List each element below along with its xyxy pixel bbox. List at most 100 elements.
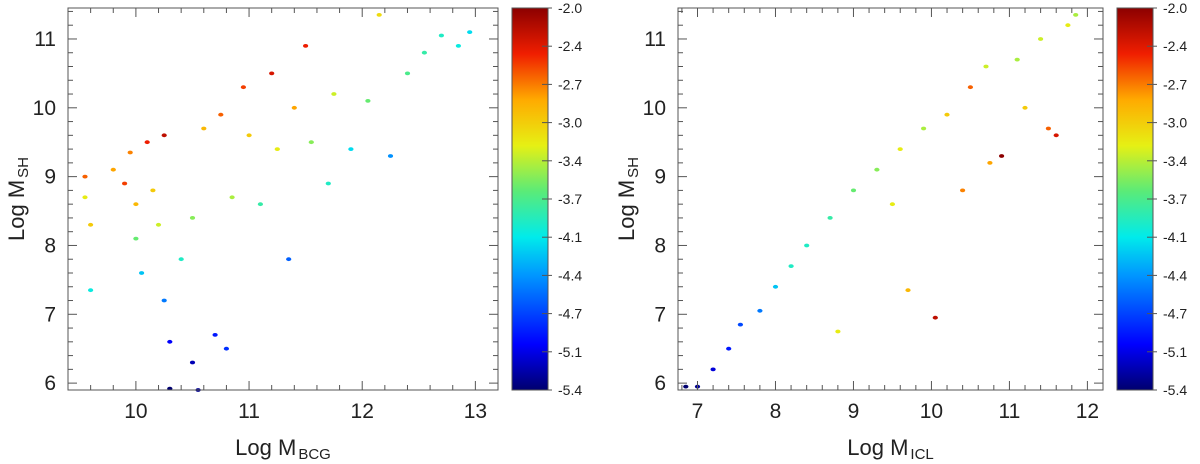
data-point <box>155 222 162 227</box>
y-tick-label: 6 <box>654 372 666 395</box>
x-tick-label: 11 <box>238 400 260 423</box>
colorbar-tick-label: -5.1 <box>558 344 582 360</box>
x-tick-label: 12 <box>351 400 374 423</box>
data-point <box>122 181 128 186</box>
colorbar-tick-label: -2.7 <box>1163 76 1187 92</box>
colorbar-tick-label: -4.7 <box>1163 306 1187 322</box>
data-point <box>82 195 88 200</box>
data-point <box>850 188 857 193</box>
points <box>683 13 1079 389</box>
data-point <box>167 339 173 344</box>
data-point <box>376 13 382 17</box>
y-axis-label-main: Log M <box>4 180 29 241</box>
data-point <box>1045 126 1051 131</box>
y-axis-label: Log MSH <box>614 157 642 241</box>
data-point <box>246 133 252 138</box>
colorbar-tick-label: -5.1 <box>1163 344 1187 360</box>
x-axis-label: Log M BCG <box>235 435 331 463</box>
data-point <box>983 64 989 69</box>
colorbar-tick-label: -4.1 <box>558 229 582 245</box>
colorbar-tick-label: -4.4 <box>1163 267 1187 283</box>
colorbar-tick-label: -2.7 <box>558 76 582 92</box>
points <box>82 13 473 392</box>
data-point <box>404 71 411 76</box>
colorbar-tick-label: -3.4 <box>1163 153 1187 169</box>
data-point <box>325 181 331 186</box>
data-point <box>223 346 229 351</box>
data-point <box>835 329 841 334</box>
data-point <box>331 92 337 96</box>
data-point <box>88 288 94 293</box>
data-point <box>127 150 133 155</box>
x-axis-label: Log M ICL <box>847 435 934 463</box>
data-point <box>178 257 184 262</box>
data-point <box>1014 57 1020 62</box>
data-point <box>960 188 966 193</box>
colorbar-tick-label: -5.4 <box>1163 382 1187 398</box>
y-axis-label-main: Log M <box>614 180 639 241</box>
data-point <box>387 154 394 158</box>
colorbar-tick-label: -3.4 <box>558 153 582 169</box>
data-point <box>348 147 354 152</box>
y-tick-label: 9 <box>654 166 666 189</box>
data-point <box>229 195 235 200</box>
colorbar-tick-label: -2.4 <box>1163 38 1187 54</box>
x-tick-label: 8 <box>770 400 782 423</box>
data-point <box>161 298 167 303</box>
data-point <box>1022 105 1028 110</box>
data-point <box>421 50 427 55</box>
data-point <box>1073 13 1079 17</box>
y-ticks: 6 7 8 9 10 11 <box>643 10 1103 395</box>
data-point <box>804 243 810 248</box>
y-ticks: 6 7 8 9 10 11 <box>33 10 498 395</box>
data-point <box>257 202 263 207</box>
data-point <box>218 112 224 117</box>
colorbar-tick-label: -3.0 <box>558 115 582 131</box>
data-point <box>710 367 716 372</box>
y-axis-label-sub: SH <box>625 157 642 178</box>
y-tick-label: 6 <box>44 372 56 395</box>
colorbar-tick-label: -3.7 <box>558 191 582 207</box>
data-point <box>110 167 116 172</box>
data-point <box>303 44 309 48</box>
data-point <box>1065 23 1071 28</box>
x-tick-label: 9 <box>848 400 860 423</box>
data-point <box>905 288 911 293</box>
data-point <box>274 147 280 152</box>
data-point <box>240 85 246 90</box>
x-tick-label: 7 <box>692 400 704 423</box>
colorbar-tick-label: -2.4 <box>558 38 582 54</box>
data-point <box>82 174 88 179</box>
data-point <box>308 140 314 145</box>
y-tick-label: 11 <box>34 28 56 51</box>
colorbar-tick-label: -4.4 <box>558 267 582 283</box>
data-point <box>88 222 94 227</box>
data-point <box>726 346 732 351</box>
data-point <box>189 360 196 365</box>
data-point <box>291 105 297 110</box>
colorbar: -5.4 -5.1 -4.7 -4.4 -4.1 -3.7 -3.4 -3.0 -2.7 -2.4… <box>511 0 582 398</box>
data-point <box>212 333 218 337</box>
y-tick-label: 8 <box>654 234 666 257</box>
data-point <box>897 147 903 152</box>
data-point <box>1038 37 1044 41</box>
data-point <box>286 257 292 262</box>
data-point <box>150 188 156 193</box>
data-point <box>932 315 938 320</box>
colorbar-tick-label: -3.7 <box>1163 191 1187 207</box>
data-point <box>139 271 145 275</box>
plot-frame <box>67 7 499 391</box>
x-axis-label-sub: ICL <box>910 446 933 463</box>
x-axis-label-main: Log M <box>847 435 908 460</box>
data-point <box>772 284 779 289</box>
data-point <box>133 202 139 207</box>
x-tick-label: 12 <box>1076 400 1099 423</box>
data-point <box>889 202 896 207</box>
data-point <box>161 133 167 138</box>
data-point <box>737 322 744 327</box>
colorbar-tick-label: -2.0 <box>558 0 582 16</box>
data-point <box>944 112 950 117</box>
data-point <box>874 167 880 172</box>
